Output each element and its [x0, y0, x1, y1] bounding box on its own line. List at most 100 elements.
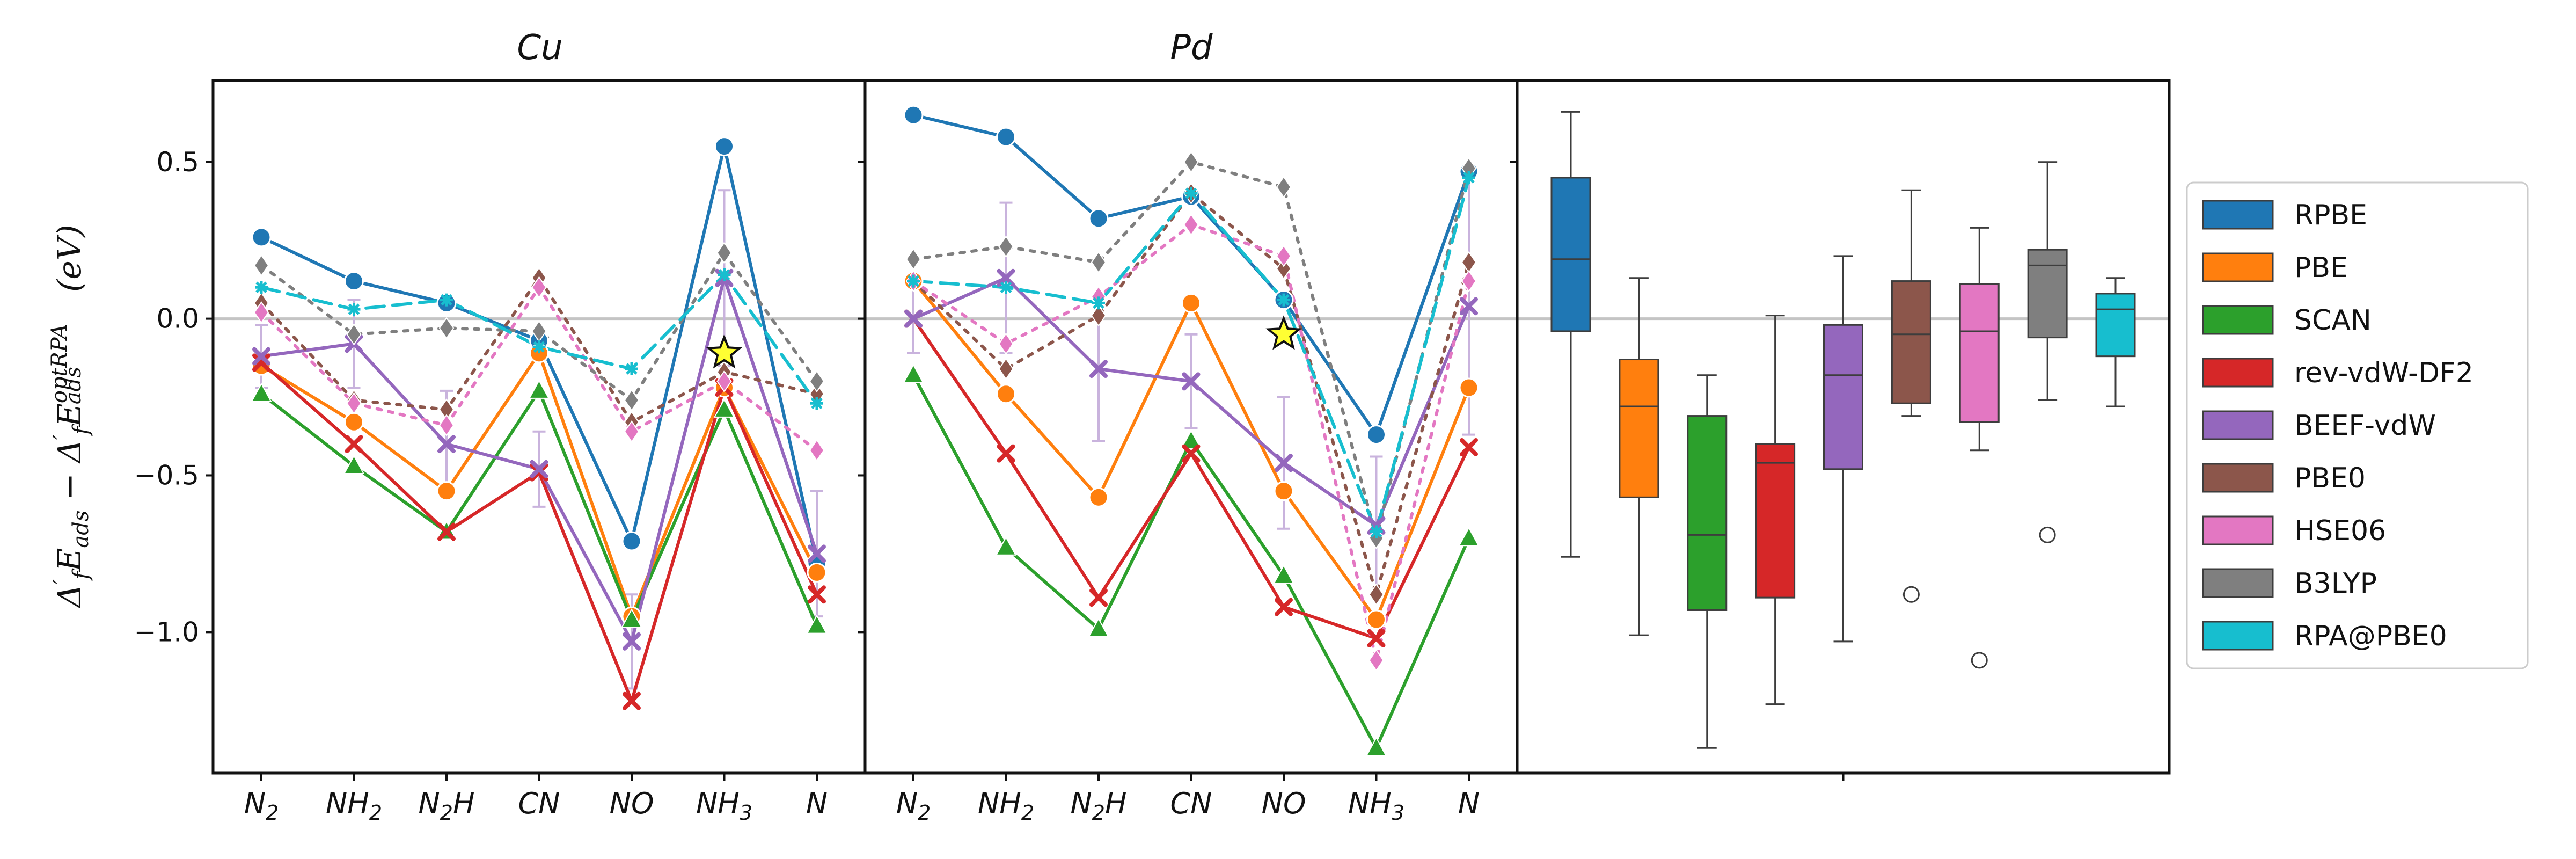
- series-line-cu-hse06: [260, 286, 818, 452]
- point-pd-b3lyp-1: [998, 235, 1014, 258]
- point-pd-beef-vdw-3: [1182, 372, 1201, 391]
- legend-swatch-rpa-pbe0: [2202, 621, 2274, 651]
- point-pd-b3lyp-4: [1276, 176, 1292, 199]
- x-tick-label-cu-3: CN: [518, 787, 560, 820]
- series-markers-layer: [251, 105, 1480, 756]
- legend-frame: [2186, 181, 2529, 669]
- point-cu-rev-vdw-df2-2: [437, 522, 456, 541]
- panel-frame-boxplot: [1516, 79, 2171, 775]
- legend-swatch-rev-vdw-df2: [2202, 358, 2274, 388]
- y-tick-label-2: −0.5: [134, 460, 199, 491]
- box-pbe: [1619, 359, 1659, 498]
- point-cu-beef-vdw-6: [808, 544, 826, 563]
- x-tick-label-cu-2: N2H: [418, 787, 474, 825]
- legend-swatch-b3lyp: [2202, 568, 2274, 598]
- point-cu-scan-6: [806, 614, 828, 634]
- point-cu-rpa-pbe0-3: [532, 340, 546, 354]
- y-tick-label-0: 0.5: [156, 147, 199, 178]
- point-cu-hse06-2: [438, 414, 455, 436]
- panel-frame-cu: [211, 79, 867, 775]
- point-pd-rpbe-5: [1366, 425, 1386, 445]
- axis-text-layer: Cu Pd Δ′fEads − Δ′fEoptRPA ads (eV) N2 NH…: [47, 28, 1480, 825]
- series-line-cu-rev-vdw-df2: [260, 361, 818, 703]
- point-cu-scan-0: [251, 382, 272, 402]
- point-cu-pbe-2: [436, 481, 457, 501]
- point-pd-pbe-1: [996, 384, 1016, 404]
- point-pd-scan-2: [1088, 617, 1109, 637]
- point-cu-hse06-3: [531, 276, 547, 299]
- box-rpbe: [1550, 177, 1591, 332]
- point-pd-rpa-pbe0-4: [1277, 293, 1290, 307]
- point-pd-hse06-6: [1461, 270, 1477, 293]
- point-pd-pbe-3: [1181, 293, 1201, 313]
- point-cu-hse06-4: [624, 420, 640, 443]
- box-hse06: [1959, 283, 2000, 423]
- x-tick-label-cu-1: NH2: [326, 787, 382, 825]
- point-pd-rpa-pbe0-6: [1462, 171, 1475, 184]
- point-cu-b3lyp-6: [809, 370, 825, 393]
- point-cu-hse06-5: [716, 370, 732, 393]
- point-cu-rpa-pbe0-2: [440, 293, 453, 307]
- point-cu-rpbe-1: [344, 271, 364, 292]
- point-pd-scan-6: [1458, 527, 1480, 547]
- point-cu-pbe-6: [807, 562, 827, 583]
- boxplot-layer: [1550, 111, 2136, 749]
- x-tick-label-cu-4: NO: [610, 787, 654, 820]
- point-cu-rev-vdw-df2-0: [252, 353, 270, 372]
- point-cu-rpbe-4: [621, 531, 642, 551]
- box-scan: [1687, 415, 1728, 611]
- point-pd-rev-vdw-df2-6: [1460, 438, 1478, 456]
- point-pd-rpbe-2: [1088, 208, 1109, 229]
- point-pd-b3lyp-2: [1091, 251, 1107, 274]
- point-pd-scan-4: [1273, 564, 1294, 584]
- legend-label-rev-vdw-df2: rev-vdW-DF2: [2294, 357, 2473, 389]
- point-pd-b3lyp-0: [905, 247, 921, 271]
- point-pd-pbe-4: [1274, 481, 1294, 501]
- legend-swatch-pbe: [2202, 252, 2274, 282]
- box-b3lyp: [2027, 249, 2068, 339]
- point-cu-rpa-pbe0-6: [810, 397, 823, 410]
- point-pd-scan-1: [995, 536, 1017, 556]
- point-pd-hse06-1: [998, 332, 1014, 355]
- x-tick-label-pd-3: CN: [1170, 787, 1212, 820]
- point-cu-b3lyp-4: [624, 389, 640, 412]
- point-pd-scan-0: [903, 363, 924, 383]
- box-beef-vdw: [1823, 324, 1863, 470]
- point-cu-beef-vdw-3: [530, 460, 548, 478]
- point-cu-beef-vdw-0: [252, 347, 270, 366]
- point-pd-scan-5: [1365, 737, 1387, 756]
- axes-frame-layer: [206, 79, 2171, 781]
- legend-swatch-scan: [2202, 305, 2274, 335]
- box-rpa-pbe0: [2095, 293, 2136, 358]
- point-cu-hse06-6: [809, 439, 825, 462]
- point-pd-rpa-pbe0-1: [999, 281, 1013, 294]
- x-tick-label-pd-4: NO: [1262, 787, 1306, 820]
- point-pd-hse06-3: [1183, 213, 1199, 236]
- legend-swatch-rpbe: [2202, 200, 2274, 230]
- legend-label-hse06: HSE06: [2294, 515, 2386, 547]
- point-cu-rev-vdw-df2-6: [808, 585, 826, 604]
- point-pd-rev-vdw-df2-3: [1182, 444, 1201, 463]
- point-pd-pbe-2: [1088, 487, 1109, 507]
- point-pd-rpa-pbe0-5: [1370, 525, 1383, 538]
- point-cu-b3lyp-2: [438, 317, 455, 339]
- point-pd-pbe0-5: [1368, 583, 1384, 606]
- point-pd-rev-vdw-df2-2: [1089, 588, 1108, 607]
- highlight-star-pd: [1265, 315, 1302, 350]
- point-cu-hse06-1: [346, 392, 362, 414]
- x-tick-label-pd-5: NH3: [1348, 787, 1404, 825]
- x-tick-label-pd-1: NH2: [978, 787, 1034, 825]
- point-pd-rev-vdw-df2-1: [997, 444, 1015, 463]
- point-cu-rpa-pbe0-1: [347, 303, 361, 316]
- legend: RPBE PBE SCAN rev-vdW-DF2 BEEF-vdW PBE0 HSE06 B…: [2186, 181, 2529, 669]
- y-tick-label-1: 0.0: [156, 303, 199, 334]
- point-cu-scan-4: [621, 608, 642, 628]
- x-tick-label-pd-2: N2H: [1070, 787, 1126, 825]
- legend-label-rpa-pbe0: RPA@PBE0: [2294, 620, 2447, 652]
- legend-label-b3lyp: B3LYP: [2294, 567, 2377, 600]
- point-cu-rev-vdw-df2-1: [345, 435, 363, 454]
- point-pd-rev-vdw-df2-5: [1367, 629, 1386, 647]
- point-cu-scan-5: [713, 398, 735, 418]
- legend-label-scan: SCAN: [2294, 304, 2372, 337]
